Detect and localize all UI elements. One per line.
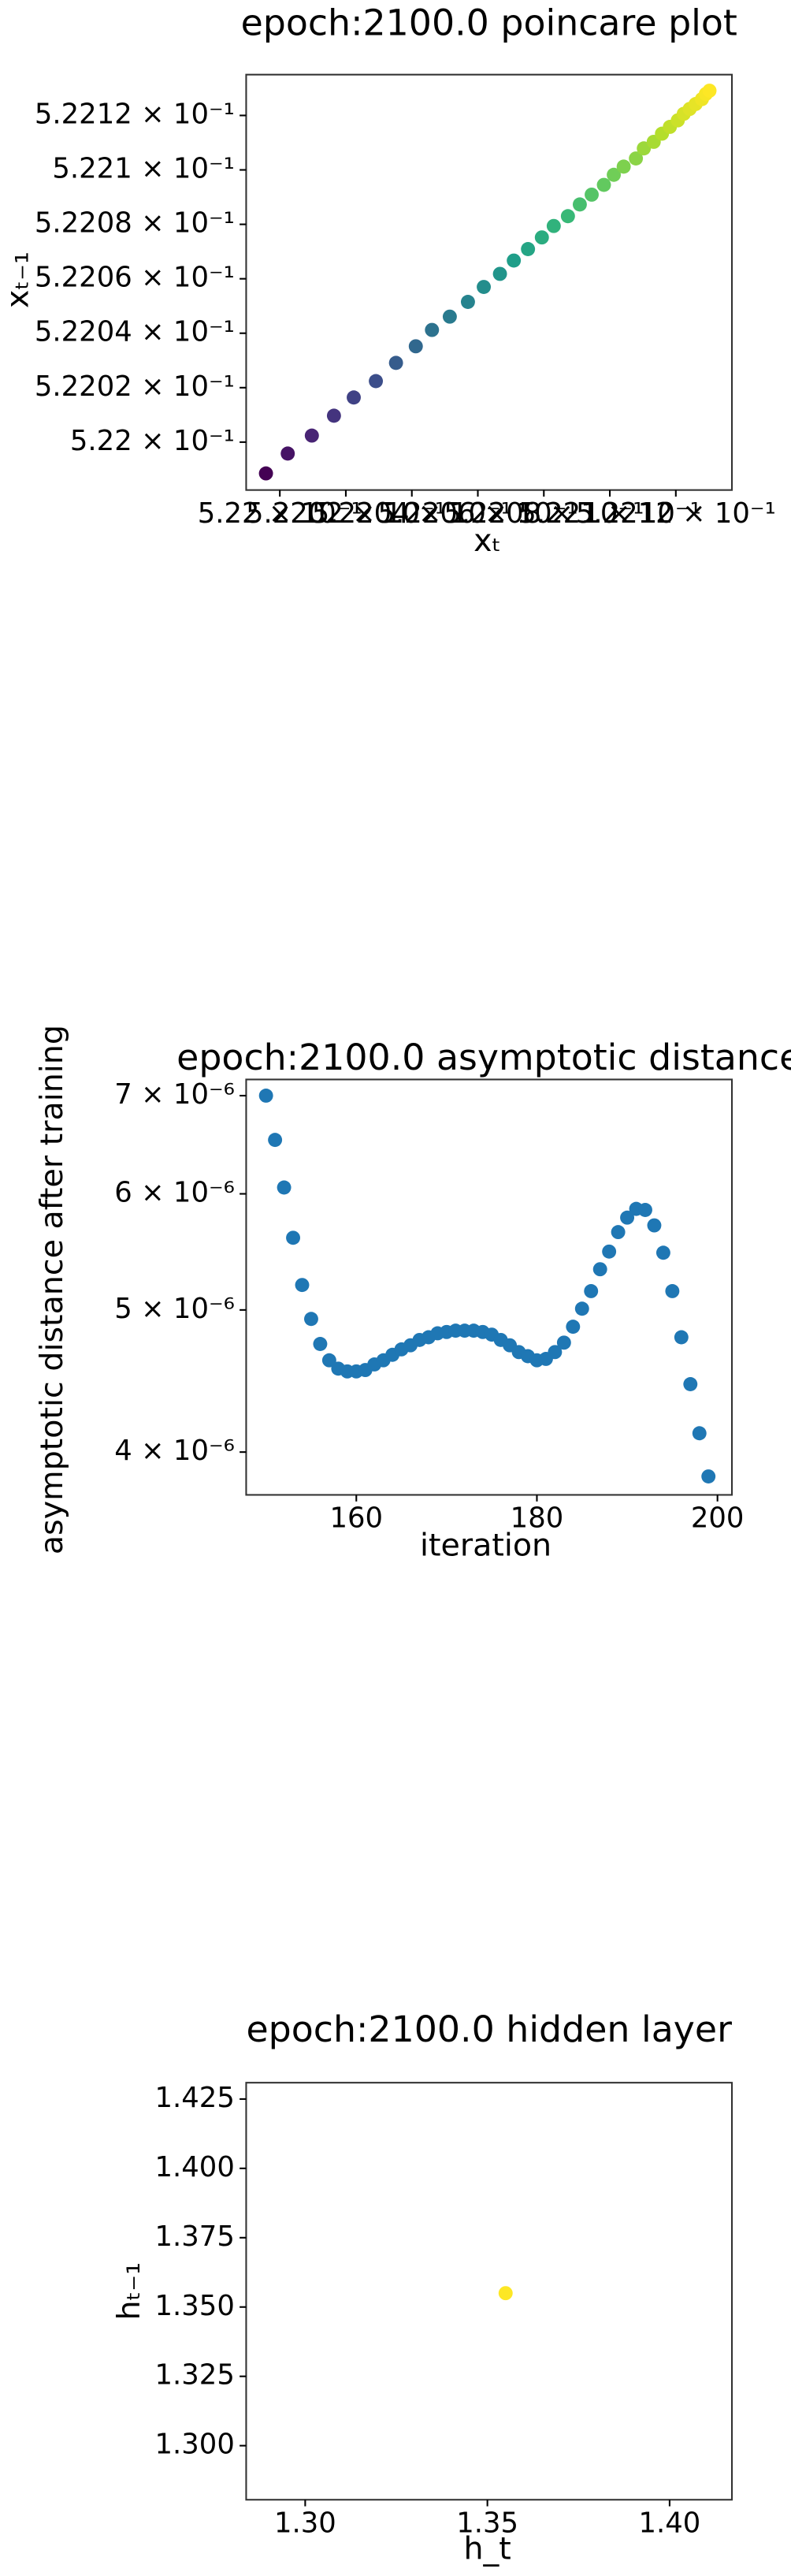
point [655, 1245, 670, 1260]
y-tick-label: 6 × 10⁻⁶ [114, 1177, 235, 1209]
y-tick-label: 1.300 [154, 2429, 234, 2461]
point [304, 428, 319, 443]
chart-title: epoch:2100.0 hidden layer [246, 2008, 732, 2050]
point [607, 167, 622, 182]
point [674, 1330, 689, 1345]
x-tick-label: 5.22 × 10⁻¹ [198, 497, 362, 530]
y-tick-label: 7 × 10⁻⁶ [114, 1078, 235, 1111]
x-axis-label: iteration [420, 1528, 551, 1564]
point [326, 408, 341, 423]
point [611, 1225, 626, 1240]
y-tick-label: 1.425 [154, 2082, 234, 2114]
point [268, 1133, 283, 1148]
plot-frame [245, 73, 733, 491]
y-tick-label: 5.22 × 10⁻¹ [70, 425, 235, 457]
point [313, 1337, 328, 1351]
point [602, 1244, 617, 1259]
point [548, 1345, 563, 1360]
point [647, 1218, 662, 1233]
y-axis-label: hₜ₋₁ [111, 2262, 147, 2320]
point [702, 84, 717, 99]
y-tick-label: 5.2202 × 10⁻¹ [35, 370, 235, 403]
x-tick-label: 200 [691, 1502, 745, 1535]
y-tick-label: 1.375 [154, 2220, 234, 2253]
point [616, 159, 631, 174]
point [425, 322, 440, 337]
point [620, 1210, 635, 1225]
point [347, 390, 361, 405]
point [442, 309, 457, 324]
x-tick-label: 5.2202 × 10⁻¹ [246, 497, 446, 530]
point [521, 242, 536, 256]
point [277, 1180, 292, 1195]
y-tick-label: 5.2212 × 10⁻¹ [35, 98, 235, 130]
point [477, 280, 492, 294]
chart-title: epoch:2100.0 asymptotic distance [176, 1036, 791, 1078]
y-tick-label: 5.2208 × 10⁻¹ [35, 207, 235, 240]
point [258, 466, 273, 481]
x-axis-label: h_t [463, 2530, 511, 2567]
plot-frame [245, 1078, 733, 1496]
point [701, 1469, 716, 1483]
y-tick-label: 5 × 10⁻⁶ [114, 1293, 235, 1325]
plot-frame [245, 2082, 733, 2501]
point [683, 1377, 698, 1391]
point [388, 356, 403, 370]
point [507, 253, 522, 268]
point [556, 1335, 571, 1350]
point [258, 1089, 273, 1103]
x-axis-label: xₜ [473, 523, 501, 559]
point [408, 339, 423, 354]
x-tick-label: 1.30 [274, 2507, 336, 2539]
point [638, 1203, 652, 1217]
point [574, 1301, 589, 1316]
x-tick-label: 5.221 × 10⁻¹ [518, 497, 700, 530]
x-tick-label: 1.35 [456, 2507, 518, 2539]
x-tick-label: 5.2204 × 10⁻¹ [312, 497, 512, 530]
point [560, 209, 575, 224]
point [596, 177, 611, 192]
y-tick-label: 4 × 10⁻⁶ [114, 1435, 235, 1467]
x-tick-label: 5.2208 × 10⁻¹ [444, 497, 644, 530]
point [498, 2286, 513, 2301]
point [321, 1353, 336, 1368]
point [629, 151, 644, 166]
point [592, 1262, 607, 1277]
point [369, 374, 384, 389]
point [585, 187, 599, 202]
point [304, 1312, 318, 1327]
point [566, 1320, 581, 1335]
y-tick-label: 5.221 × 10⁻¹ [52, 153, 234, 185]
y-axis-label: xₜ₋₁ [0, 251, 35, 308]
x-tick-label: 5.2206 × 10⁻¹ [378, 497, 578, 530]
point [286, 1230, 300, 1245]
y-tick-label: 5.2206 × 10⁻¹ [35, 262, 235, 294]
point [295, 1278, 310, 1293]
point [280, 446, 295, 461]
chart-title: epoch:2100.0 poincare plot [241, 2, 737, 44]
y-tick-label: 1.400 [154, 2151, 234, 2183]
y-axis-label: asymptotic distance after training [34, 1025, 70, 1554]
point [492, 266, 507, 281]
point [665, 1284, 680, 1298]
point [460, 295, 475, 309]
point [546, 218, 561, 233]
y-tick-label: 5.2204 × 10⁻¹ [35, 316, 235, 348]
x-tick-label: 1.40 [638, 2507, 700, 2539]
x-tick-label: 5.2212 × 10⁻¹ [576, 497, 776, 530]
point [584, 1284, 599, 1298]
point [692, 1426, 707, 1441]
point [572, 197, 587, 212]
x-tick-label: 160 [329, 1502, 383, 1535]
point [534, 230, 549, 245]
x-tick-label: 180 [511, 1502, 564, 1535]
y-tick-label: 1.325 [154, 2359, 234, 2392]
y-tick-label: 1.350 [154, 2290, 234, 2322]
